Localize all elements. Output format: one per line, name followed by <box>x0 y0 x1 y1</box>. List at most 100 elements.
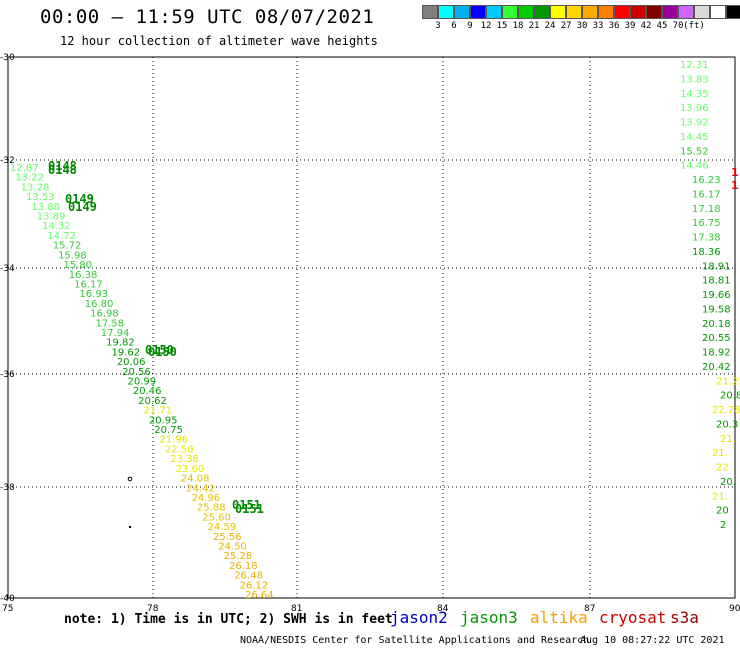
track-wave-height: 15.72 <box>53 241 82 252</box>
color-swatch <box>630 5 646 19</box>
footer-credit: NOAA/NESDIS Center for Satellite Applica… <box>240 635 590 646</box>
satellite-legend-item: cryosat <box>599 608 667 627</box>
latitude-label: -38 <box>0 483 15 493</box>
orbit-number-label: 0151 <box>232 498 261 512</box>
latitude-label: -30 <box>0 53 15 63</box>
map-frame <box>7 56 736 599</box>
track-wave-height: 20.06 <box>117 357 146 368</box>
color-scale-labels: 3 6 9 12 15 18 21 24 27 30 33 36 39 42 45 70 (ft) <box>422 21 732 33</box>
color-swatch <box>550 5 566 19</box>
track-wave-height: 13.22 <box>15 173 44 184</box>
track-wave-height: 20. <box>720 477 736 488</box>
track-wave-height: 25.56 <box>213 532 242 543</box>
track-wave-height: 20.89 <box>720 391 740 402</box>
track-wave-height: 21. <box>712 448 728 459</box>
map-title: 00:00 – 11:59 UTC 08/07/2021 <box>40 6 375 28</box>
track-wave-height: 26.64 <box>245 590 274 601</box>
color-swatch <box>566 5 582 19</box>
satellite-legend-item: s3a <box>670 608 699 627</box>
color-scale-label: 45 <box>656 21 668 31</box>
track-wave-height: 16.38 <box>69 270 98 281</box>
track-wave-height: 13.80 <box>31 202 60 213</box>
orbit-number-label: 0150 <box>145 343 174 357</box>
orbit-number-label: 0149 <box>65 192 94 206</box>
footer-timestamp: Aug 10 08:27:22 UTC 2021 <box>580 635 725 646</box>
track-wave-height: 25.60 <box>202 512 231 523</box>
map-subtitle: 12 hour collection of altimeter wave hei… <box>60 34 378 48</box>
color-swatch <box>598 5 614 19</box>
track-wave-height: 13.89 <box>37 212 66 223</box>
color-swatch <box>422 5 438 19</box>
track-wave-height: 12.87 <box>10 163 39 174</box>
color-swatch <box>502 5 518 19</box>
track-wave-height: 13.28 <box>21 182 50 193</box>
track-wave-height: 20.42 <box>702 362 731 373</box>
track-wave-height: 20 <box>716 506 729 517</box>
track-wave-height: 14.72 <box>47 231 76 242</box>
track-wave-height: 17.94 <box>101 328 130 339</box>
track-wave-height: 22.50 <box>165 444 194 455</box>
track-wave-height: 16.98 <box>90 309 119 320</box>
track-wave-height: 13.53 <box>26 192 55 203</box>
track-wave-height: 21. <box>712 491 728 502</box>
color-scale-label: 42 <box>640 21 652 31</box>
track-wave-height: 26.48 <box>234 571 263 582</box>
track-wave-height: 20.18 <box>702 319 731 330</box>
track-wave-height: 19.62 <box>111 347 140 358</box>
color-swatch <box>486 5 502 19</box>
color-scale-label: 15 <box>496 21 508 31</box>
track-wave-height: 14.46 <box>680 161 709 172</box>
track-wave-height: 17.58 <box>95 318 124 329</box>
color-swatch <box>710 5 726 19</box>
track-wave-height: 16.93 <box>79 289 108 300</box>
color-scale-label: 24 <box>544 21 556 31</box>
longitude-label: 81 <box>291 604 302 614</box>
track-wave-height: 13.83 <box>680 74 709 85</box>
track-wave-height: 23.60 <box>176 464 205 475</box>
track-wave-height: 17.18 <box>692 204 721 215</box>
longitude-label: 90 <box>729 604 740 614</box>
track-wave-height: 16.23 <box>692 175 721 186</box>
color-scale-label: 36 <box>608 21 620 31</box>
track-wave-height: 17.38 <box>692 233 721 244</box>
color-scale-label: 39 <box>624 21 636 31</box>
units-note: note: 1) Time is in UTC; 2) SWH is in fe… <box>64 612 393 627</box>
color-swatch <box>518 5 534 19</box>
track-wave-height: 26.18 <box>229 561 258 572</box>
latitude-label: -36 <box>0 370 15 380</box>
orbit-number-label: 0148 <box>48 163 77 177</box>
track-wave-height: 24.08 <box>181 474 210 485</box>
track-wave-height: 21.71 <box>144 406 173 417</box>
satellite-legend-item: jason2 <box>390 608 448 627</box>
track-wave-height: 16.17 <box>74 279 103 290</box>
track-wave-height: 21. <box>720 434 736 445</box>
track-wave-height: 19.58 <box>702 304 731 315</box>
orbit-number-label: 0150 <box>148 345 177 359</box>
color-scale-label: 30 <box>576 21 588 31</box>
track-wave-height: 21.23 <box>716 376 740 387</box>
track-wave-height: 20.95 <box>149 415 178 426</box>
color-swatch <box>694 5 710 19</box>
track-wave-height: 22 <box>716 463 729 474</box>
color-swatch <box>662 5 678 19</box>
track-wave-height: 20.62 <box>138 396 167 407</box>
track-wave-height: 14.32 <box>42 221 71 232</box>
point-marker <box>128 525 132 529</box>
track-wave-height: 26.12 <box>240 580 269 591</box>
point-marker <box>127 476 133 482</box>
track-wave-height: 22.78 <box>712 405 740 416</box>
longitude-label: 87 <box>584 604 595 614</box>
track-wave-height: 25.88 <box>197 503 226 514</box>
track-wave-height: 15.98 <box>58 250 87 261</box>
track-wave-height: 24.42 <box>186 483 215 494</box>
track-wave-height: 2 <box>720 520 726 531</box>
color-swatch <box>614 5 630 19</box>
track-wave-height: 19.82 <box>106 338 135 349</box>
track-wave-height: 18.36 <box>692 247 721 258</box>
color-swatch <box>726 5 740 19</box>
track-wave-height: 12.31 <box>680 60 709 71</box>
color-scale-label: 6 <box>451 21 457 31</box>
track-wave-height: 23.38 <box>170 454 199 465</box>
track-wave-height: 24.96 <box>192 493 221 504</box>
